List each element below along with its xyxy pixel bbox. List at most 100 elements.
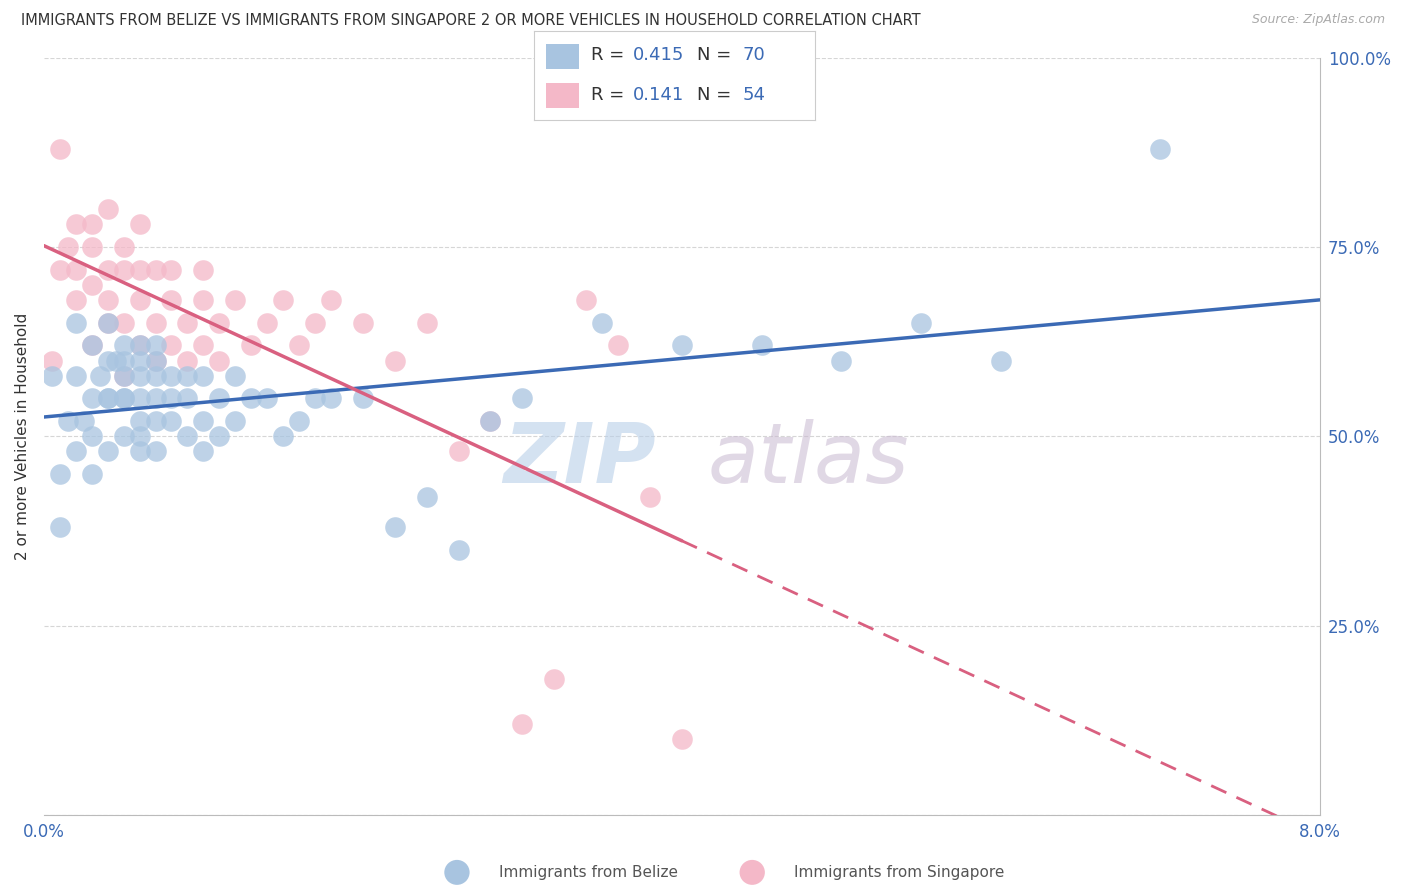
Point (910, 316, 932, 330)
Point (97, 293, 120, 307)
Point (160, 368, 183, 383)
Point (240, 392, 263, 406)
Point (80, 467, 103, 482)
Text: atlas: atlas (707, 418, 908, 500)
Point (240, 338, 263, 352)
Point (128, 444, 150, 458)
Point (128, 368, 150, 383)
Point (193, 293, 215, 307)
Point (160, 293, 183, 307)
Text: ZIP: ZIP (503, 418, 657, 500)
Point (145, 338, 167, 352)
Point (479, 414, 502, 428)
Point (112, 240, 135, 254)
Point (256, 316, 278, 330)
Point (271, 293, 294, 307)
Point (97, 316, 120, 330)
Point (447, 543, 470, 558)
Point (447, 444, 470, 458)
Point (271, 429, 294, 443)
Text: N =: N = (697, 46, 737, 64)
Point (145, 353, 167, 368)
Point (319, 392, 342, 406)
Point (160, 392, 183, 406)
Point (575, 293, 598, 307)
Point (80, 217, 103, 231)
Point (224, 293, 246, 307)
Point (352, 392, 374, 406)
Point (288, 414, 311, 428)
Point (193, 262, 215, 277)
Point (112, 392, 135, 406)
Point (224, 368, 246, 383)
Text: Source: ZipAtlas.com: Source: ZipAtlas.com (1251, 13, 1385, 27)
Point (97, 353, 120, 368)
Text: Immigrants from Singapore: Immigrants from Singapore (794, 865, 1005, 880)
Text: Immigrants from Belize: Immigrants from Belize (499, 865, 678, 880)
Point (128, 262, 150, 277)
Point (607, 338, 630, 352)
Point (384, 520, 406, 534)
Point (112, 392, 135, 406)
Point (73, 414, 96, 428)
Point (1149, 142, 1171, 156)
Point (112, 338, 135, 352)
Point (49, 520, 72, 534)
Point (193, 414, 215, 428)
Point (208, 316, 231, 330)
Point (145, 262, 167, 277)
Point (176, 353, 198, 368)
Point (208, 392, 231, 406)
Point (288, 338, 311, 352)
Point (65, 316, 87, 330)
Point (97, 392, 120, 406)
Point (193, 338, 215, 352)
Point (510, 392, 533, 406)
Point (128, 338, 150, 352)
Point (145, 368, 167, 383)
Point (112, 316, 135, 330)
Point (128, 338, 150, 352)
Point (990, 353, 1012, 368)
Point (638, 490, 661, 504)
Point (65, 217, 87, 231)
FancyBboxPatch shape (546, 44, 579, 69)
Text: 70: 70 (742, 46, 765, 64)
Point (510, 717, 533, 731)
Point (128, 414, 150, 428)
Point (224, 414, 246, 428)
Text: N =: N = (697, 87, 737, 104)
Point (112, 262, 135, 277)
Point (80, 240, 103, 254)
Point (65, 293, 87, 307)
Point (193, 368, 215, 383)
Point (319, 293, 342, 307)
Point (80, 429, 103, 443)
Point (112, 429, 135, 443)
Y-axis label: 2 or more Vehicles in Household: 2 or more Vehicles in Household (15, 313, 30, 560)
Point (65, 368, 87, 383)
Point (176, 368, 198, 383)
Point (97, 444, 120, 458)
Point (160, 414, 183, 428)
Point (41, 368, 63, 383)
Point (56, 240, 79, 254)
Point (176, 316, 198, 330)
Point (97, 392, 120, 406)
Point (41, 353, 63, 368)
Text: R =: R = (591, 87, 636, 104)
Point (112, 368, 135, 383)
Point (145, 414, 167, 428)
Point (352, 316, 374, 330)
Point (415, 316, 437, 330)
Point (49, 467, 72, 482)
Point (145, 392, 167, 406)
Point (304, 392, 326, 406)
Point (49, 142, 72, 156)
Point (80, 392, 103, 406)
Point (128, 293, 150, 307)
Point (160, 262, 183, 277)
Point (176, 392, 198, 406)
Point (112, 353, 135, 368)
Point (543, 672, 565, 686)
